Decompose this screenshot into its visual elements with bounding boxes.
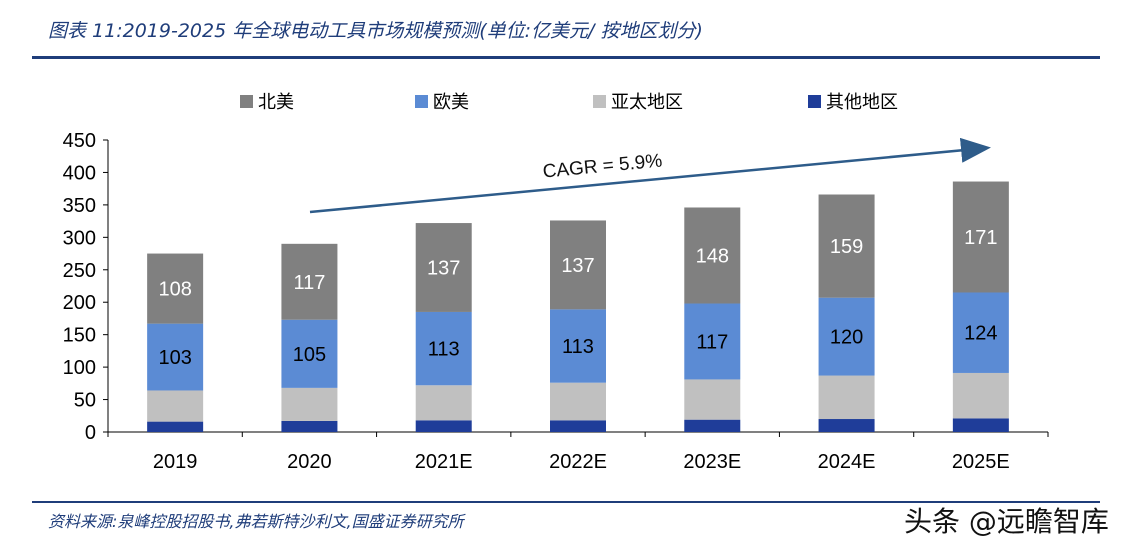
y-tick-label: 300 [63, 227, 96, 249]
bar-segment [550, 420, 606, 432]
bar-segment [147, 323, 204, 391]
legend-label: 亚太地区 [611, 92, 683, 113]
bar-segment [281, 387, 338, 421]
bar-segment [818, 194, 875, 298]
bar-segment [684, 207, 741, 304]
bar-segment [550, 220, 606, 310]
legend-swatch [415, 95, 428, 108]
data-label: 137 [561, 255, 594, 277]
y-tick-label: 350 [63, 195, 96, 217]
y-tick-label: 200 [63, 292, 96, 314]
bar-segment [281, 243, 338, 320]
data-label: 148 [696, 246, 729, 268]
bar-segment [684, 303, 741, 380]
x-tick-label: 2019 [153, 451, 198, 473]
bar-segment [818, 375, 875, 420]
bar-segment [952, 418, 1009, 432]
y-tick-label: 250 [63, 260, 96, 282]
axes: 0 50 100 150 200 250 300 350 400 450 2019 2020 2021E… [63, 130, 1049, 473]
bar-segment [147, 253, 204, 324]
data-label: 159 [830, 236, 863, 258]
legend-swatch [240, 95, 253, 108]
legend: 北美 欧美 亚太地区 其他地区 [240, 92, 898, 113]
cagr-annotation: CAGR = 5.9% [542, 150, 663, 182]
bar-segment [415, 420, 472, 432]
bar-segment [818, 419, 875, 432]
bar-segment [684, 419, 741, 432]
bar-segment [415, 385, 472, 421]
y-tick-label: 50 [74, 390, 96, 412]
stacked-bar-chart: 北美 欧美 亚太地区 其他地区 0 50 100 150 200 250 300 350 400 450… [63, 92, 1049, 473]
x-tick-label: 2022E [549, 451, 607, 473]
watermark: 头条 @远瞻智库 [904, 505, 1109, 538]
bar-segment [281, 420, 338, 432]
y-tick-label: 450 [63, 130, 96, 152]
bar-segment [952, 292, 1009, 373]
y-tick-label: 400 [63, 162, 96, 184]
bar-segment [415, 223, 472, 312]
data-label: 137 [427, 258, 460, 280]
bar-segment [147, 390, 204, 422]
bar-segment [550, 382, 606, 421]
data-label: 108 [158, 279, 191, 301]
bar-segment [550, 309, 606, 383]
y-tick-label: 100 [63, 357, 96, 379]
legend-label: 欧美 [433, 92, 469, 113]
bar-segment [684, 379, 741, 420]
data-label: 120 [830, 327, 863, 349]
legend-swatch [808, 95, 821, 108]
data-label: 124 [964, 323, 997, 345]
y-tick-label: 0 [85, 422, 96, 444]
x-tick-label: 2025E [952, 451, 1010, 473]
source-note: 资料来源:泉峰控股招股书,弗若斯特沙利文,国盛证券研究所 [48, 512, 464, 531]
bar-segment [952, 181, 1009, 293]
bar-segment [147, 421, 204, 432]
legend-label: 其他地区 [826, 92, 898, 113]
data-label: 117 [293, 272, 325, 294]
bar-segment [818, 297, 875, 376]
legend-label: 北美 [258, 92, 294, 113]
x-tick-label: 2023E [683, 451, 741, 473]
source-rule [32, 501, 1100, 503]
x-tick-label: 2021E [415, 451, 473, 473]
cagr-arrow [309, 137, 991, 214]
bars: 103 108 105 117 113 137 113 137 117 148 120 159 124 1… [147, 181, 1009, 432]
legend-swatch [593, 95, 606, 108]
data-label: 103 [158, 347, 191, 369]
data-label: 171 [964, 227, 997, 249]
bar-segment [952, 372, 1009, 419]
x-tick-label: 2020 [287, 451, 332, 473]
title-rule [32, 56, 1100, 59]
data-label: 105 [293, 344, 326, 366]
x-tick-label: 2024E [818, 451, 876, 473]
chart-title: 图表 11:2019-2025 年全球电动工具市场规模预测(单位:亿美元/ 按地… [48, 20, 703, 42]
y-tick-label: 150 [63, 325, 96, 347]
data-label: 117 [696, 331, 728, 353]
data-label: 113 [428, 339, 460, 361]
bar-segment [415, 311, 472, 386]
bar-segment [281, 319, 338, 388]
data-label: 113 [562, 336, 594, 358]
